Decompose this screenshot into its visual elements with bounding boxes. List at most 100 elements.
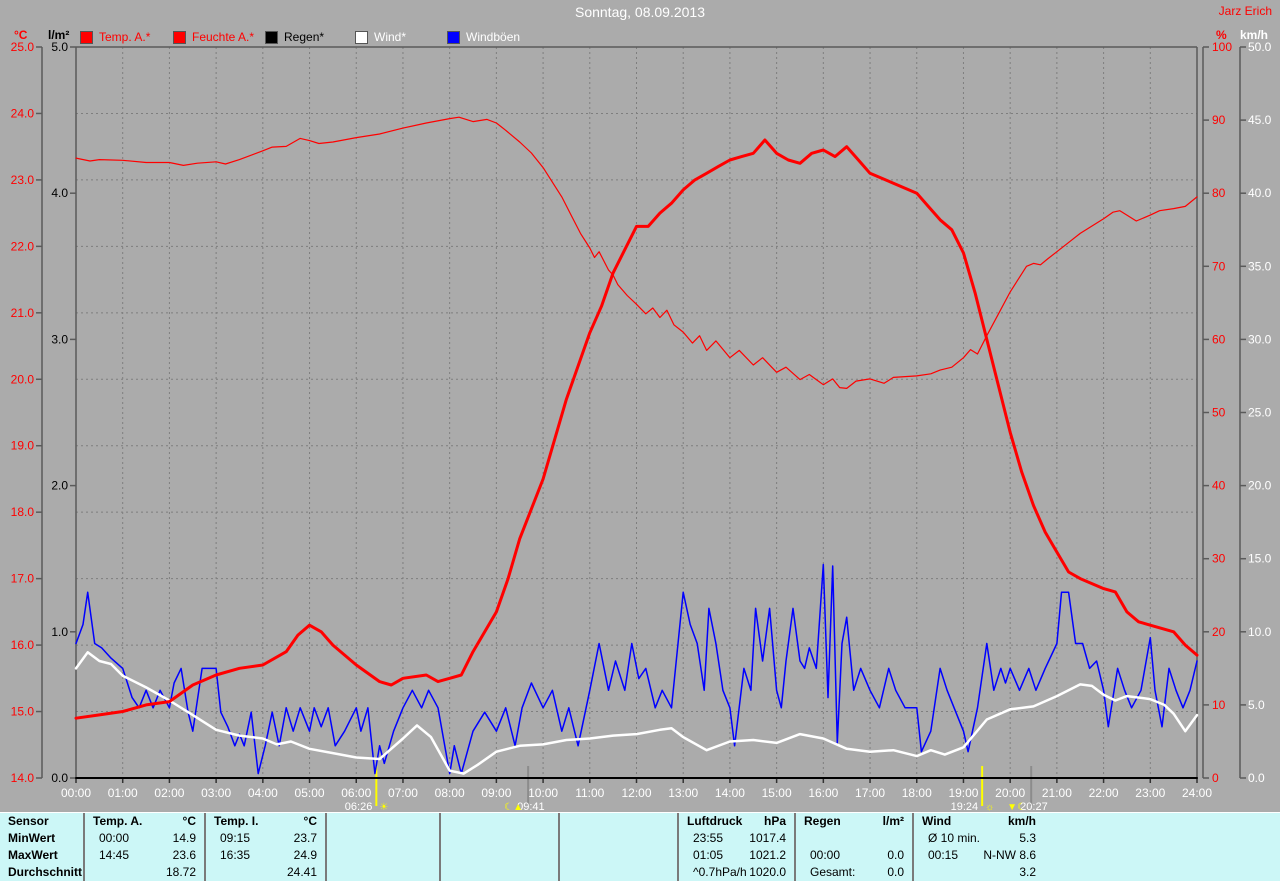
- table-cell-value: 1020.0: [749, 865, 786, 879]
- table-cell-row: 18.72: [85, 864, 204, 881]
- table-cell-row: [560, 830, 677, 847]
- weather-chart: 25.0 24.0 23.0 22.0 21.0 20.0 19.0 18.0 17.0 16.0…: [11, 40, 1272, 813]
- wind-axis-tick-label: 50.0: [1248, 40, 1272, 54]
- table-column-unit: [431, 813, 439, 830]
- table-cell-row: 14:45 23.6: [85, 847, 204, 864]
- table-cell-time: [914, 864, 928, 881]
- table-cell-time: [327, 864, 341, 881]
- table-cell-row: 24.41: [206, 864, 325, 881]
- humidity-axis-tick-label: 80: [1212, 186, 1226, 200]
- humidity-axis-unit: %: [1216, 28, 1227, 42]
- humidity-axis-tick-label: 90: [1212, 113, 1226, 127]
- table-column-name: Temp. I.: [214, 814, 259, 828]
- x-axis-label: 11:00: [575, 786, 604, 800]
- table-cell-time: 09:15: [220, 831, 251, 845]
- legend-swatch: [173, 30, 186, 44]
- x-axis-label: 07:00: [388, 786, 418, 800]
- table-cell-value: [431, 864, 439, 881]
- table-cell-time: 14:45: [99, 848, 130, 862]
- table-cell-value: 0.0: [887, 848, 904, 862]
- x-axis-label: 00:00: [61, 786, 91, 800]
- x-axis-label: 03:00: [201, 786, 231, 800]
- rain-axis-tick-label: 0.0: [51, 771, 68, 785]
- x-axis-label: 15:00: [762, 786, 792, 800]
- temp-axis-tick-label: 21.0: [11, 306, 35, 320]
- table-cell-value: 5.3: [1019, 831, 1036, 845]
- table-cell-row: [441, 864, 558, 881]
- x-axis-label: 05:00: [295, 786, 325, 800]
- wind-axis-tick-label: 30.0: [1248, 332, 1272, 346]
- table-cell-row: Ø 10 min. 5.3: [914, 830, 1044, 847]
- table-cell-row: [327, 830, 439, 847]
- wind-axis-tick-label: 35.0: [1248, 259, 1272, 273]
- table-cell-value: 23.6: [172, 848, 196, 862]
- table-column-header: Luftdruck hPa: [679, 813, 794, 830]
- table-column-unit: [669, 813, 677, 830]
- table-cell-row: 23:55 1017.4: [679, 830, 794, 847]
- humidity-axis-tick-label: 20: [1212, 625, 1226, 639]
- x-axis-label: 17:00: [855, 786, 885, 800]
- table-column-name: Wind: [922, 814, 952, 828]
- temp-axis-tick-label: 14.0: [11, 771, 35, 785]
- table-column-unit: km/h: [1007, 814, 1036, 828]
- table-cell-row: 16:35 24.9: [206, 847, 325, 864]
- x-axis-label: 14:00: [715, 786, 745, 800]
- table-row-label: Durchschnitt: [0, 864, 83, 881]
- sun-icon: ☀: [379, 802, 388, 812]
- table-column-header: Regen l/m²: [796, 813, 912, 830]
- table-cell-value: [669, 830, 677, 847]
- table-row-label-text: MinWert: [8, 831, 56, 845]
- temp-axis-tick-label: 25.0: [11, 40, 35, 54]
- legend-label: Wind*: [374, 30, 407, 44]
- table-cell-value: 24.9: [293, 848, 317, 862]
- legend-item-windböen: Windböen: [447, 30, 520, 44]
- table-cell-time: 00:15: [928, 848, 959, 862]
- table-column-header: [327, 813, 439, 830]
- x-axis-label: 13:00: [668, 786, 698, 800]
- table-cell-time: Ø 10 min.: [928, 831, 981, 845]
- table-cell-row: [327, 847, 439, 864]
- table-cell-row: 3.2: [914, 864, 1044, 881]
- moonrise-marker-time: 20:27: [1020, 801, 1048, 812]
- table-row-label: MaxWert: [0, 847, 83, 864]
- page-title: Sonntag, 08.09.2013: [574, 4, 705, 20]
- table-row-label-text: Durchschnitt: [8, 865, 83, 879]
- legend-label: Feuchte A.*: [192, 30, 255, 44]
- rain-axis-tick-label: 4.0: [51, 186, 68, 200]
- table-cell-value: [904, 830, 912, 847]
- legend-swatch: [265, 30, 278, 44]
- legend-label: Regen*: [284, 30, 325, 44]
- table-cell-time: [441, 830, 455, 847]
- table-cell-time: [560, 847, 574, 864]
- table-cell-value: N-NW 8.6: [983, 848, 1036, 862]
- temp-axis-tick-label: 17.0: [11, 572, 35, 586]
- temp-axis-tick-label: 19.0: [11, 439, 35, 453]
- wind-axis-tick-label: 15.0: [1248, 552, 1272, 566]
- legend-label: Temp. A.*: [99, 30, 151, 44]
- series-feuchte-a: [75, 116, 1198, 389]
- wind-axis-tick-label: 25.0: [1248, 406, 1272, 420]
- table-cell-row: Gesamt: 0.0: [796, 864, 912, 881]
- sunset-marker-time: 19:24: [951, 801, 979, 812]
- table-column-temp-a: Temp. A. °C 00:00 14.9 14:45 23.6 18.72: [85, 813, 206, 881]
- table-cell-time: [206, 864, 220, 881]
- table-column-temp-i: Temp. I. °C 09:15 23.7 16:35 24.9 24.41: [206, 813, 327, 881]
- table-cell-row: [796, 830, 912, 847]
- legend-item-feuchte-a-: Feuchte A.*: [173, 30, 254, 44]
- temp-axis-tick-label: 22.0: [11, 239, 35, 253]
- statistics-table: Sensor MinWert MaxWert Durchschnitt Temp. A.…: [0, 812, 1280, 881]
- legend-item-regen-: Regen*: [265, 30, 324, 44]
- table-column-unit: °C: [303, 814, 317, 828]
- table-column-unit: l/m²: [882, 814, 904, 828]
- moon-up-icon: ▼☾: [1007, 802, 1026, 812]
- sunrise-marker-time: 06:26: [345, 801, 373, 812]
- x-axis-label: 02:00: [154, 786, 184, 800]
- table-cell-row: 00:00 0.0: [796, 847, 912, 864]
- x-axis-label: 06:00: [341, 786, 371, 800]
- temp-axis-tick-label: 24.0: [11, 106, 35, 120]
- table-cell-value: [550, 830, 558, 847]
- table-column-name: Temp. A.: [93, 814, 143, 828]
- humidity-axis-tick-label: 70: [1212, 259, 1226, 273]
- table-cell-time: [441, 847, 455, 864]
